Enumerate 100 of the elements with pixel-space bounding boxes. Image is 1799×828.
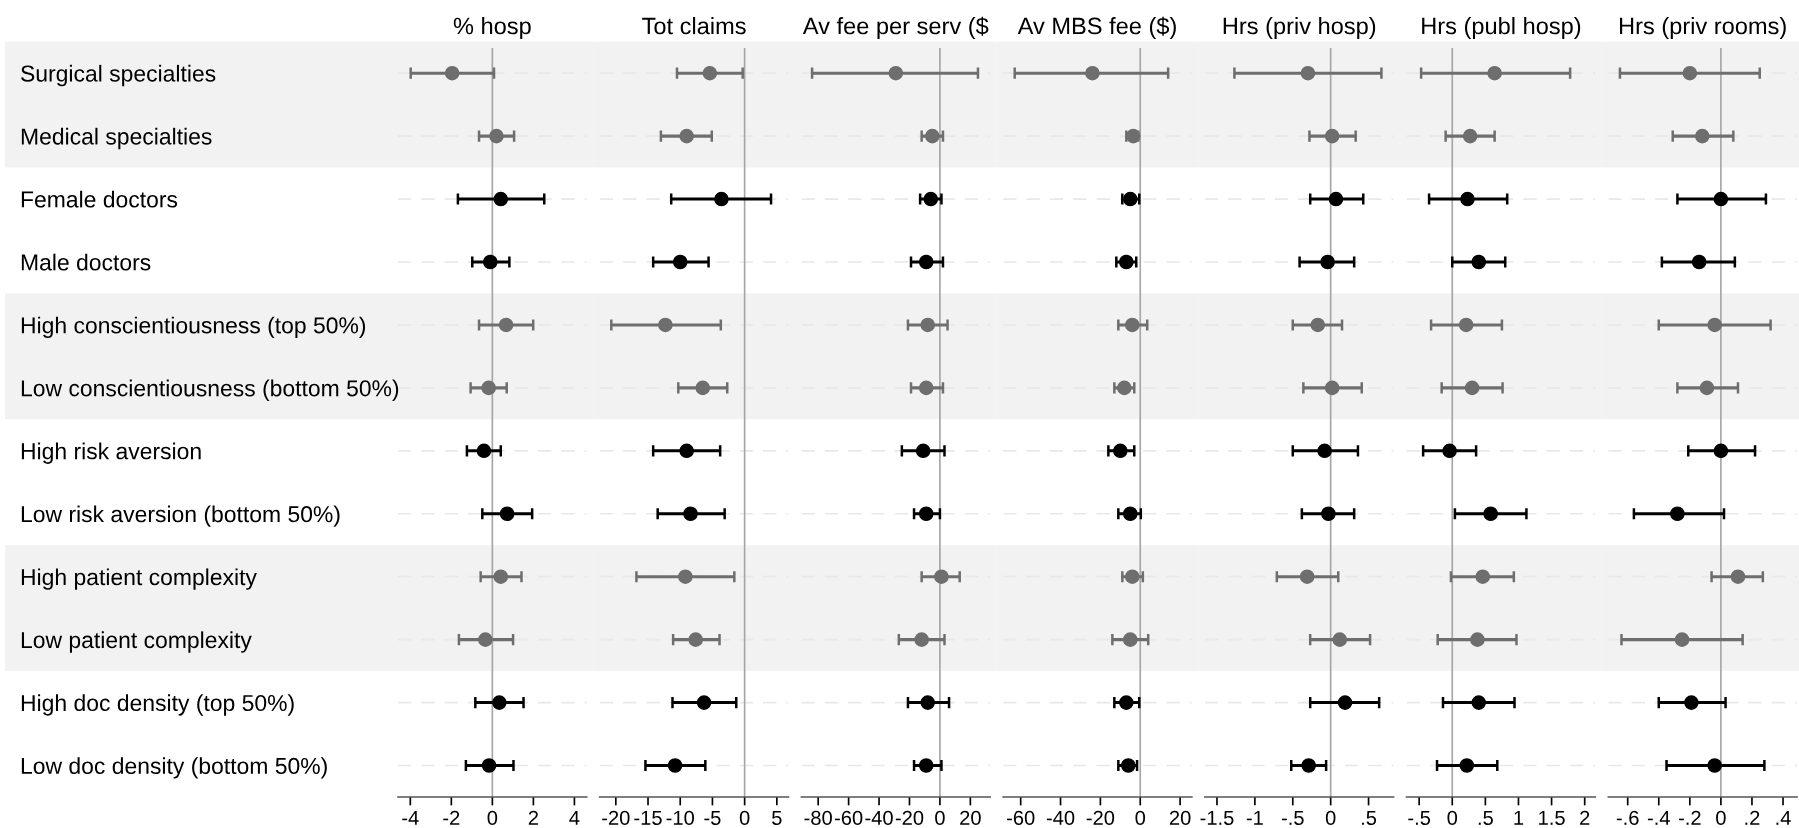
point — [1328, 191, 1344, 207]
point — [934, 569, 949, 584]
point — [1471, 695, 1487, 710]
point — [481, 380, 496, 396]
x-tick-label: 1.5 — [1539, 810, 1565, 825]
point — [695, 380, 711, 396]
point — [658, 317, 673, 333]
point — [1299, 569, 1315, 584]
point — [1085, 65, 1100, 81]
point — [1122, 632, 1138, 647]
point — [1459, 758, 1475, 773]
x-tick-label: 0 — [935, 810, 945, 825]
point — [1124, 569, 1140, 584]
point — [493, 191, 509, 207]
point — [1300, 65, 1316, 81]
point — [1487, 65, 1502, 81]
point — [1122, 506, 1138, 522]
point — [923, 191, 939, 207]
x-tick-label: -80 — [804, 810, 832, 825]
point — [714, 191, 729, 207]
point — [1713, 443, 1729, 459]
point — [1337, 695, 1353, 710]
y-tick-label: Low patient complexity — [21, 631, 252, 653]
point — [481, 758, 497, 773]
point — [1707, 758, 1722, 773]
point — [1699, 380, 1715, 396]
x-tick-label: .2 — [1745, 810, 1760, 825]
x-tick-label: 20 — [1169, 810, 1191, 825]
point — [476, 443, 492, 459]
y-tick-label: High conscientiousness (top 50%) — [21, 316, 366, 338]
point — [1730, 569, 1746, 584]
x-tick-label: -.5 — [1408, 810, 1431, 825]
point — [489, 128, 504, 144]
x-tick-label: -.6 — [1616, 810, 1639, 825]
y-tick-label: Male doctors — [21, 253, 151, 271]
point — [444, 65, 460, 81]
point — [679, 128, 694, 144]
point — [1442, 443, 1457, 459]
x-tick-label: 0 — [1135, 810, 1146, 825]
point — [1470, 632, 1485, 647]
point — [1119, 254, 1134, 270]
point — [1684, 695, 1699, 710]
x-tick-label: 0 — [1716, 810, 1726, 825]
chart-title: Av MBS fee ($) — [1017, 16, 1176, 39]
chart-title: Tot claims — [642, 17, 746, 35]
point — [918, 758, 934, 773]
point — [1713, 191, 1729, 207]
point — [688, 632, 703, 647]
x-tick-label: -.4 — [1647, 810, 1670, 825]
point — [678, 569, 693, 584]
y-tick-label: Medical specialties — [21, 127, 212, 150]
x-tick-label: 1 — [1514, 810, 1524, 825]
x-tick-label: -4 — [402, 810, 419, 825]
point — [683, 506, 698, 522]
chart-title: Hrs (publ hosp) — [1422, 17, 1581, 40]
chart-title: Av fee per serv ($ — [802, 16, 989, 40]
point — [672, 254, 688, 270]
y-tick-label: Surgical specialties — [21, 64, 216, 87]
y-tick-label: High patient complexity — [21, 568, 257, 590]
point — [1119, 695, 1134, 710]
point — [925, 128, 940, 144]
point — [1117, 380, 1132, 396]
x-tick-label: .5 — [1478, 810, 1493, 825]
point — [1301, 758, 1316, 773]
x-tick-label: -60 — [1007, 810, 1035, 825]
x-tick-label: -1 — [1246, 810, 1263, 825]
x-tick-label: 0 — [739, 810, 750, 825]
point — [1483, 506, 1498, 522]
point — [1332, 632, 1348, 647]
x-tick-label: 5 — [772, 810, 782, 825]
y-tick-label: High risk aversion — [21, 442, 201, 464]
point — [918, 380, 934, 396]
point — [1471, 254, 1487, 270]
point — [1464, 380, 1480, 396]
x-tick-label: -20 — [1086, 810, 1115, 825]
x-tick-label: -5 — [704, 810, 721, 825]
point — [696, 695, 712, 710]
x-tick-label: -.2 — [1678, 810, 1701, 825]
point — [888, 65, 904, 81]
point — [493, 569, 509, 584]
y-tick-label: Low risk aversion (bottom 50%) — [21, 505, 340, 527]
point — [679, 443, 694, 459]
x-tick-label: -20 — [895, 810, 924, 825]
point — [1324, 380, 1340, 396]
point — [915, 443, 931, 459]
x-tick-label: -1.5 — [1200, 810, 1234, 825]
point — [478, 632, 493, 647]
point — [498, 317, 514, 333]
x-tick-label: -40 — [1046, 810, 1075, 825]
point — [1694, 128, 1710, 144]
point — [914, 632, 929, 647]
chart-title: Hrs (priv rooms) — [1619, 17, 1786, 40]
point — [492, 695, 507, 710]
point — [702, 65, 718, 81]
point — [1691, 254, 1707, 270]
x-tick-label: -20 — [602, 810, 630, 825]
chart-title: % hosp — [453, 17, 531, 40]
point — [1458, 317, 1474, 333]
point — [1475, 569, 1491, 584]
point — [1320, 254, 1335, 270]
